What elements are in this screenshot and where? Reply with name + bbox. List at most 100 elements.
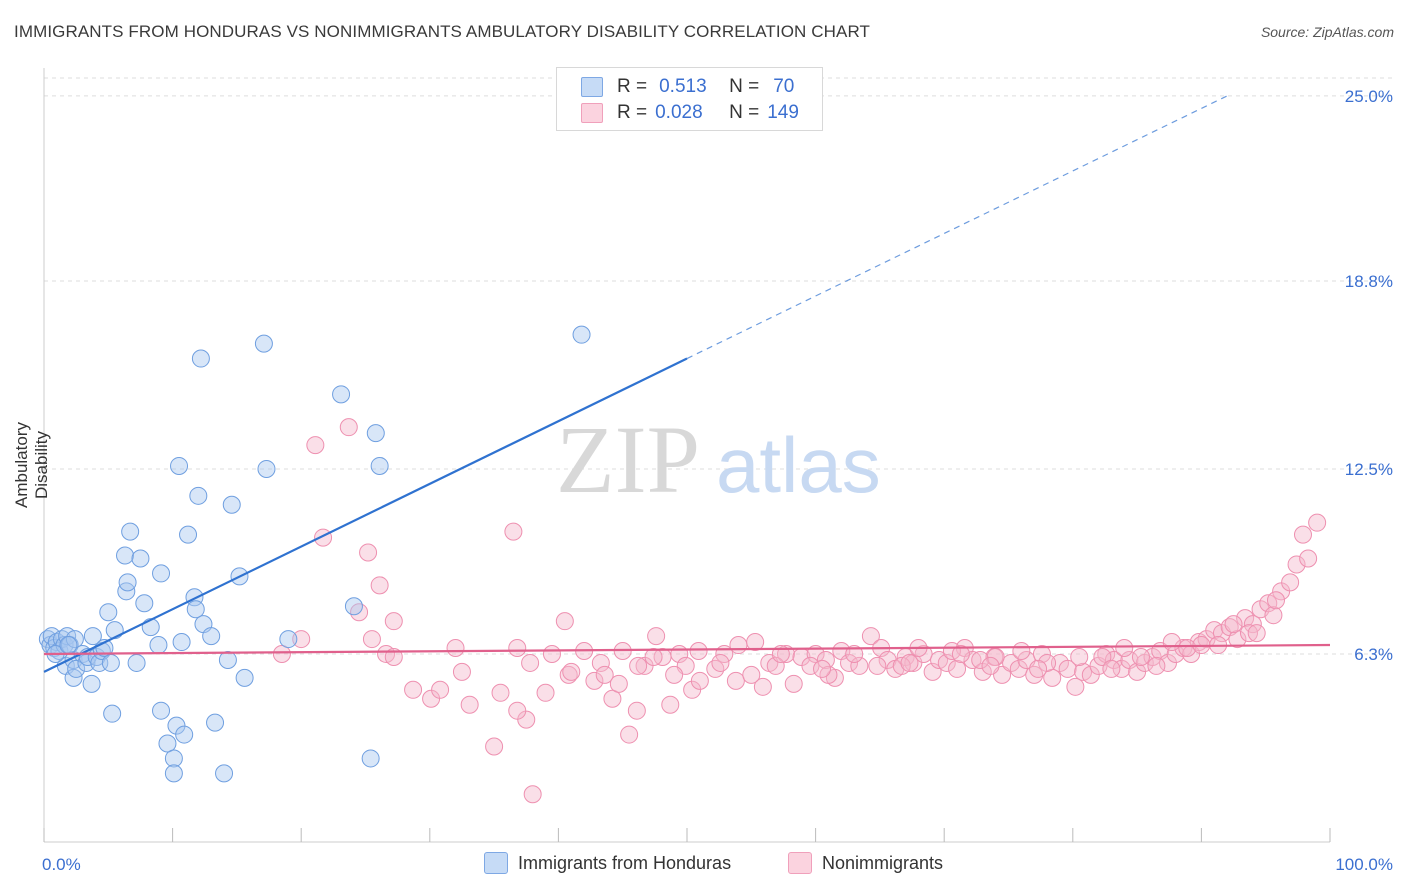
nonimmigrant-point bbox=[1029, 659, 1048, 678]
nonimmigrant-point bbox=[1102, 659, 1121, 678]
tick-labels: 6.3% 12.5% 18.8% 25.0% 0.0% 100.0% bbox=[42, 87, 1393, 874]
nonimmigrant-point bbox=[689, 642, 708, 660]
stats-legend: R = 0.513 N = 70 R = 0.028 N = 149 bbox=[556, 67, 823, 131]
nonimmigrant-point bbox=[816, 650, 835, 669]
nonimmigrant-point bbox=[923, 662, 942, 681]
nonimmigrant-point bbox=[1032, 644, 1051, 663]
honduras-point bbox=[117, 582, 136, 601]
nonimmigrant-point bbox=[339, 418, 358, 437]
nonimmigrant-point bbox=[508, 701, 527, 720]
nonimmigrant-point bbox=[845, 644, 864, 663]
honduras-point bbox=[235, 668, 254, 687]
nonimmigrant-point bbox=[504, 522, 523, 541]
honduras-point bbox=[361, 749, 380, 768]
nonimmigrant-point bbox=[753, 677, 772, 696]
nonimmigrant-point bbox=[1308, 513, 1327, 532]
honduras-point bbox=[82, 674, 101, 693]
nonimmigrant-point bbox=[609, 674, 628, 693]
nonimmigrant-point bbox=[971, 650, 990, 669]
nonimmigrant-point bbox=[1281, 573, 1300, 592]
nonimmigrant-point bbox=[627, 701, 646, 720]
nonimmigrant-point bbox=[1247, 624, 1266, 643]
honduras-point bbox=[366, 424, 385, 443]
grid-lines bbox=[44, 77, 1395, 655]
nonimmigrant-point bbox=[963, 650, 982, 669]
legend-n-label: N = bbox=[729, 76, 760, 97]
nonimmigrant-point bbox=[362, 630, 381, 649]
nonimmigrant-point bbox=[1093, 647, 1112, 666]
honduras-point bbox=[344, 597, 363, 616]
honduras-point bbox=[332, 385, 351, 404]
nonimmigrant-point bbox=[729, 636, 748, 655]
honduras-point bbox=[152, 564, 171, 583]
nonimmigrant-point bbox=[661, 695, 680, 714]
nonimmigrant-point bbox=[948, 659, 967, 678]
nonimmigrant-point bbox=[370, 576, 389, 595]
nonimmigrant-point bbox=[1131, 647, 1150, 666]
nonimmigrant-point bbox=[742, 665, 761, 684]
nonimmigrant-point bbox=[766, 656, 785, 675]
nonimmigrant-point bbox=[292, 630, 311, 649]
nonimmigrant-point bbox=[591, 653, 610, 672]
nonimmigrant-point bbox=[585, 671, 604, 690]
nonimmigrant-point bbox=[384, 612, 403, 631]
nonimmigrant-point bbox=[900, 653, 919, 672]
nonimmigrant-point bbox=[350, 603, 369, 622]
honduras-trend-line-extension bbox=[686, 95, 1228, 360]
nonimmigrant-point bbox=[306, 436, 325, 455]
nonimmigrant-point bbox=[1178, 639, 1197, 658]
nonimmigrant-point bbox=[1147, 656, 1166, 675]
honduras-point bbox=[179, 525, 198, 544]
nonimmigrant-point bbox=[647, 627, 666, 646]
honduras-point bbox=[170, 456, 189, 475]
source-credit: Source: ZipAtlas.com bbox=[1260, 24, 1394, 40]
nonimmigrant-point bbox=[485, 737, 504, 756]
nonimmigrant-point bbox=[861, 627, 880, 646]
nonimmigrant-point bbox=[491, 683, 510, 702]
nonimmigrant-point bbox=[272, 644, 291, 663]
honduras-point bbox=[254, 334, 273, 353]
nonimmigrant-point bbox=[629, 656, 648, 675]
honduras-point bbox=[152, 701, 171, 720]
nonimmigrant-point bbox=[726, 671, 745, 690]
honduras-point bbox=[189, 486, 208, 505]
nonimmigrant-point bbox=[542, 644, 561, 663]
nonimmigrant-point bbox=[508, 639, 527, 658]
honduras-point bbox=[116, 546, 135, 565]
legend-item-honduras: Immigrants from Honduras bbox=[484, 852, 731, 874]
legend-r-label: R = bbox=[617, 76, 648, 97]
nonimmigrant-point bbox=[555, 612, 574, 631]
honduras-point bbox=[99, 603, 118, 622]
zipatlas-watermark: ZIP atlas bbox=[556, 406, 881, 513]
honduras-point bbox=[172, 633, 191, 652]
honduras-point bbox=[149, 636, 168, 655]
x-tick-label: 0.0% bbox=[42, 855, 81, 874]
nonimmigrant-point bbox=[1287, 555, 1306, 574]
nonimmigrant-point bbox=[690, 671, 709, 690]
honduras-point bbox=[67, 659, 86, 678]
y-axis-label: Ambulatory Disability bbox=[12, 422, 51, 508]
nonimmigrant-point bbox=[446, 639, 465, 658]
honduras-point bbox=[101, 653, 120, 672]
nonimmigrant-point bbox=[951, 644, 970, 663]
legend-item-nonimmigrants: Nonimmigrants bbox=[788, 852, 943, 874]
nonimmigrant-point bbox=[384, 647, 403, 666]
nonimmigrant-point bbox=[523, 785, 542, 804]
nonimmigrant-point bbox=[559, 665, 578, 684]
honduras-point bbox=[202, 627, 221, 646]
nonimmigrant-point bbox=[813, 659, 832, 678]
watermark-zip: ZIP bbox=[556, 406, 700, 513]
legend-r-value: 0.028 bbox=[655, 102, 703, 123]
honduras-point bbox=[222, 495, 241, 514]
nonimmigrant-point bbox=[981, 656, 1000, 675]
honduras-point bbox=[191, 349, 210, 368]
nonimmigrant-point bbox=[711, 653, 730, 672]
nonimmigrant-point bbox=[452, 662, 471, 681]
series-legend: Immigrants from Honduras Nonimmigrants bbox=[0, 852, 1406, 878]
nonimmigrant-point bbox=[1243, 615, 1262, 634]
nonimmigrant-point bbox=[746, 633, 765, 652]
nonimmigrant-point bbox=[521, 653, 540, 672]
nonimmigrant-point bbox=[595, 665, 614, 684]
legend-row-honduras: R = 0.513 N = 70 bbox=[581, 75, 794, 99]
honduras-point bbox=[279, 630, 298, 649]
